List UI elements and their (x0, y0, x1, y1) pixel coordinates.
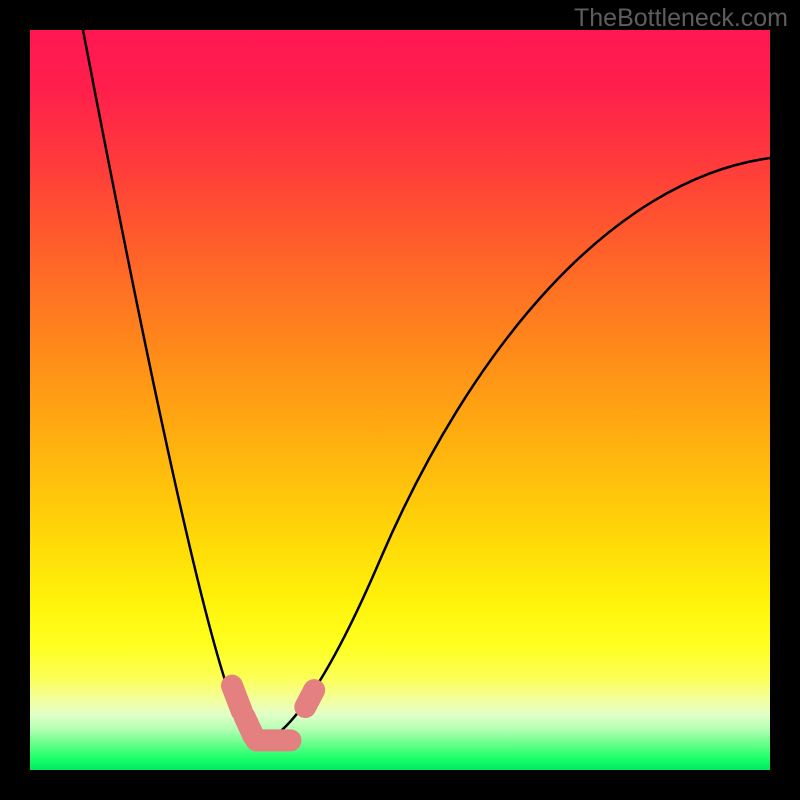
watermark-text: TheBottleneck.com (574, 4, 788, 33)
plot-gradient-background (30, 30, 770, 770)
match-marker-segment (305, 690, 314, 707)
chart-frame: TheBottleneck.com (0, 0, 800, 800)
bottleneck-chart (0, 0, 800, 800)
